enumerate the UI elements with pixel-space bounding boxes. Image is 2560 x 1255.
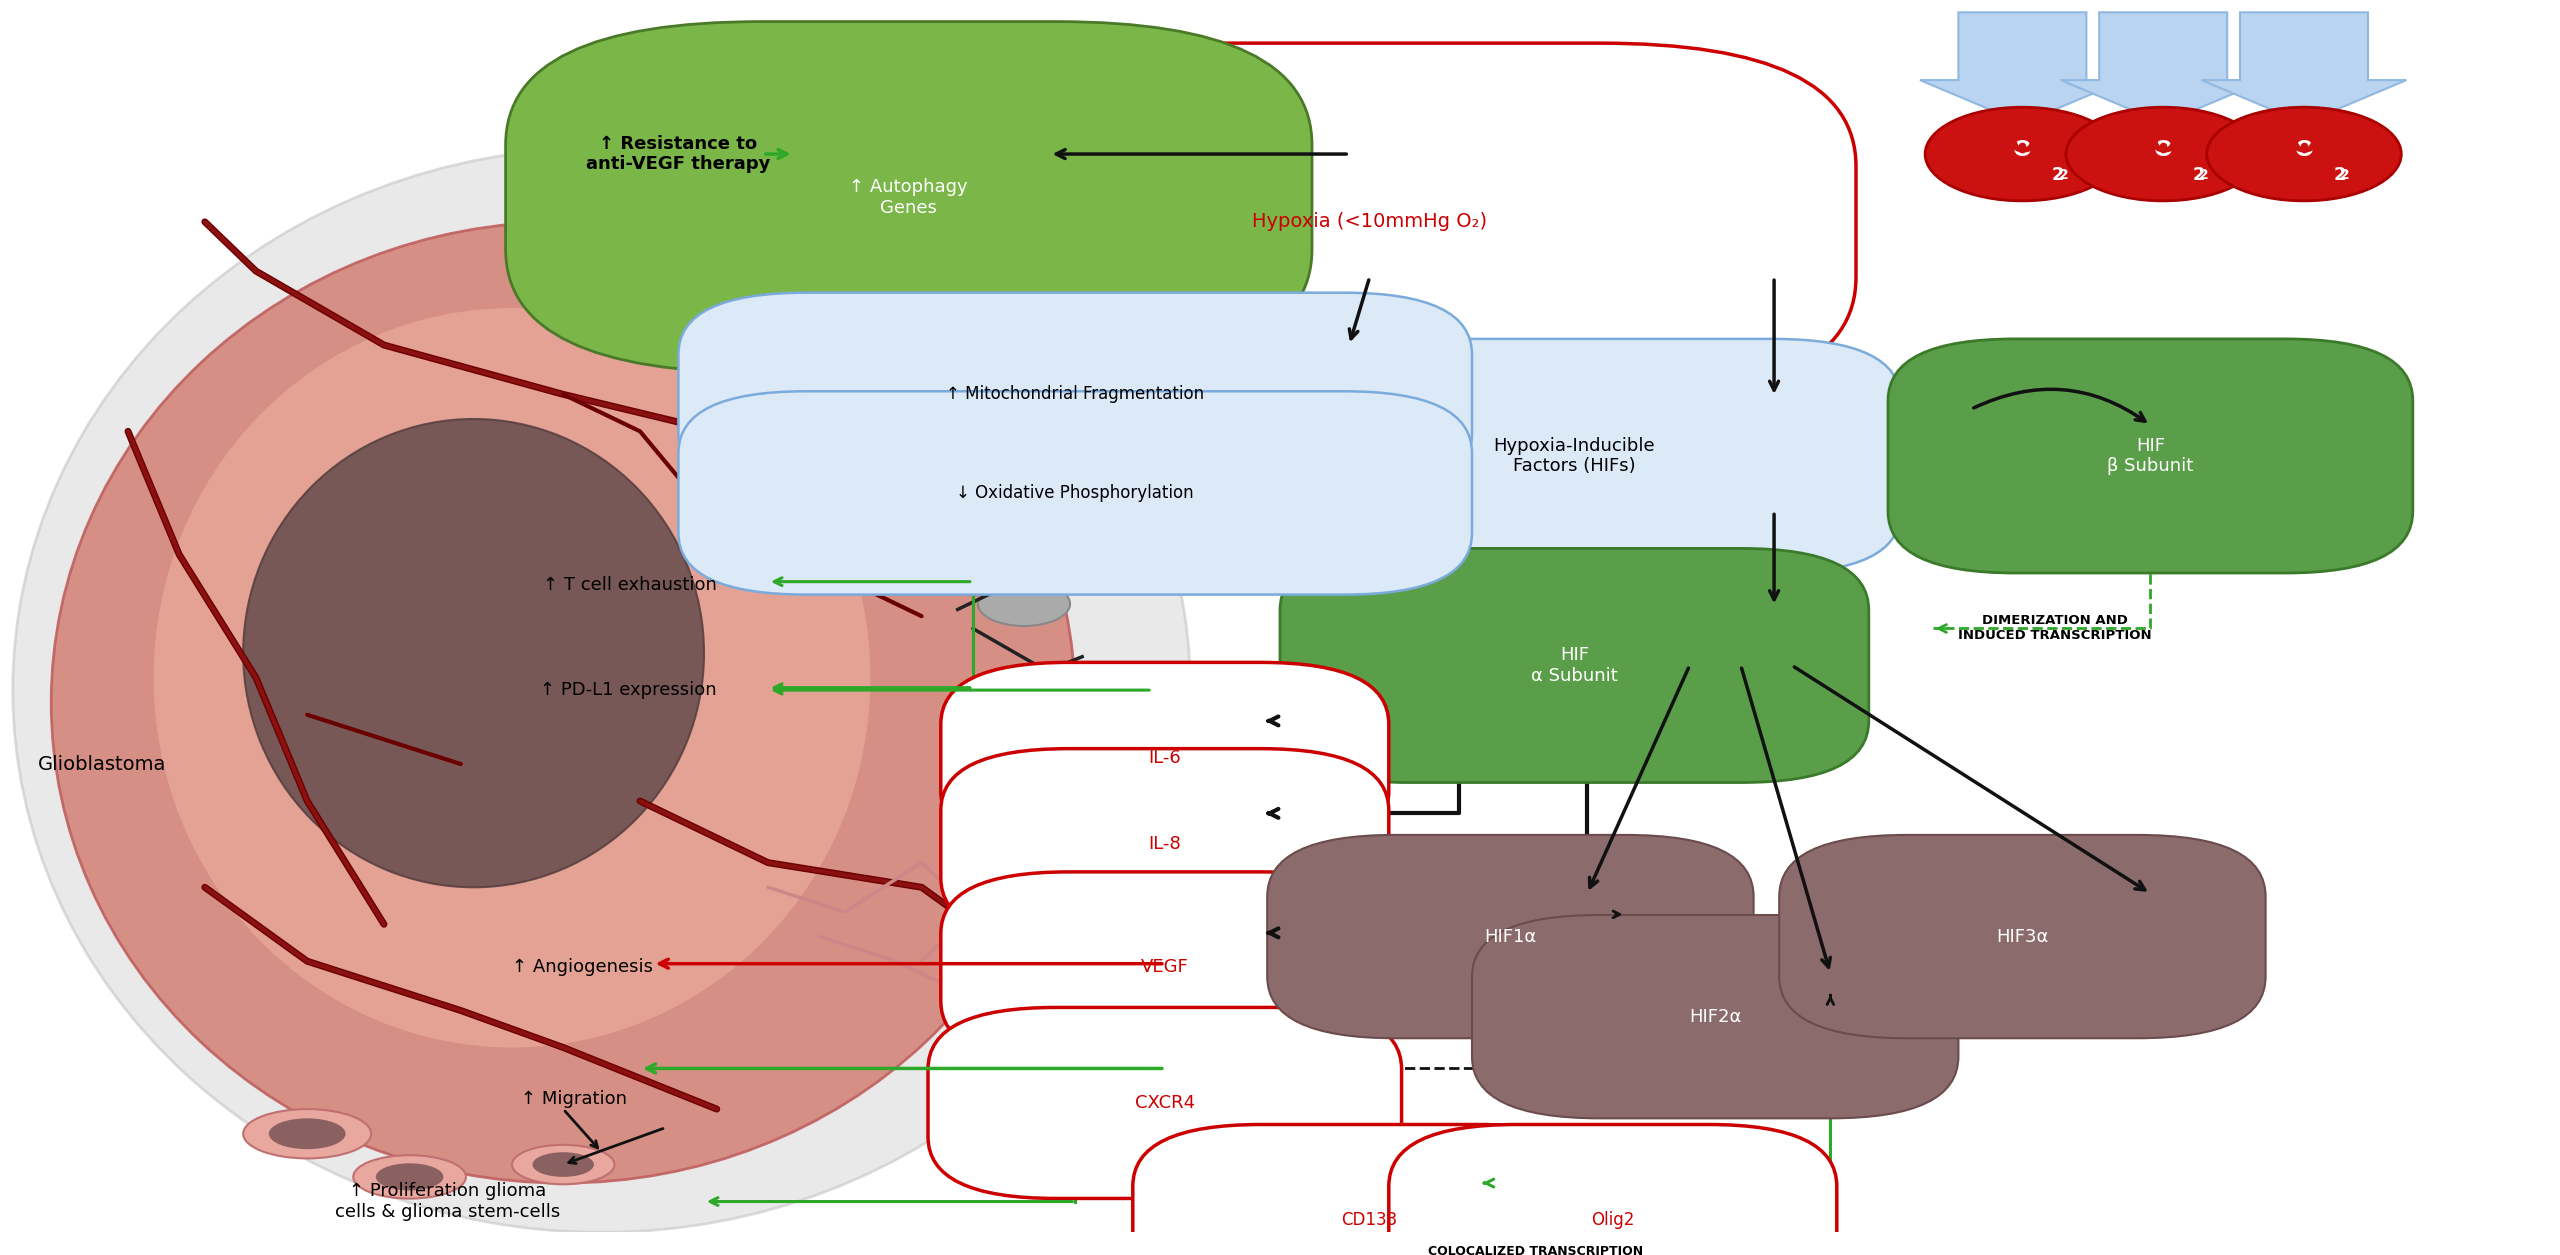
Polygon shape — [2202, 13, 2406, 123]
Text: HIF
α Subunit: HIF α Subunit — [1531, 646, 1618, 685]
Text: ↑ Proliferation glioma
cells & glioma stem-cells: ↑ Proliferation glioma cells & glioma st… — [335, 1182, 561, 1221]
Ellipse shape — [376, 1163, 443, 1191]
Text: O: O — [2294, 141, 2314, 161]
Circle shape — [978, 581, 1070, 626]
Text: Olig2: Olig2 — [1592, 1211, 1633, 1229]
Circle shape — [1925, 107, 2120, 201]
FancyBboxPatch shape — [1280, 548, 1869, 783]
Text: ↑ Resistance to
anti-VEGF therapy: ↑ Resistance to anti-VEGF therapy — [586, 134, 771, 173]
FancyBboxPatch shape — [507, 21, 1313, 373]
FancyBboxPatch shape — [1887, 339, 2412, 574]
Text: Hypoxia-Inducible
Factors (HIFs): Hypoxia-Inducible Factors (HIFs) — [1492, 437, 1656, 476]
Ellipse shape — [353, 1155, 466, 1199]
Text: DIMERIZATION AND
INDUCED TRANSCRIPTION: DIMERIZATION AND INDUCED TRANSCRIPTION — [1958, 615, 2153, 643]
Ellipse shape — [532, 1152, 594, 1177]
FancyBboxPatch shape — [678, 392, 1472, 595]
FancyBboxPatch shape — [1267, 835, 1754, 1038]
Text: ↑ Mitochondrial Fragmentation: ↑ Mitochondrial Fragmentation — [947, 385, 1203, 403]
Circle shape — [2207, 107, 2401, 201]
FancyBboxPatch shape — [1779, 835, 2266, 1038]
Text: O: O — [2289, 123, 2319, 161]
Text: O: O — [2153, 141, 2173, 161]
Ellipse shape — [13, 148, 1190, 1232]
Ellipse shape — [243, 1109, 371, 1158]
Text: HIF3α: HIF3α — [1997, 927, 2048, 945]
Text: 2: 2 — [2335, 166, 2345, 184]
Text: 2: 2 — [2199, 168, 2209, 182]
Ellipse shape — [243, 419, 704, 887]
FancyBboxPatch shape — [942, 663, 1388, 853]
FancyBboxPatch shape — [883, 43, 1856, 400]
Ellipse shape — [51, 222, 1075, 1183]
Ellipse shape — [269, 1118, 346, 1150]
Polygon shape — [2061, 13, 2266, 123]
Text: 2: 2 — [2340, 168, 2350, 182]
Text: HIF1α: HIF1α — [1485, 927, 1536, 945]
Text: VEGF: VEGF — [1142, 959, 1188, 976]
Text: ↑ T cell exhaustion: ↑ T cell exhaustion — [543, 576, 717, 595]
Text: O: O — [2148, 123, 2179, 161]
FancyBboxPatch shape — [1249, 339, 1900, 574]
Text: O: O — [2007, 123, 2038, 161]
Text: 2: 2 — [2194, 166, 2204, 184]
Text: O: O — [2012, 141, 2033, 161]
Text: CD133: CD133 — [1341, 1211, 1398, 1229]
FancyBboxPatch shape — [942, 872, 1388, 1063]
Text: ↑ PD-L1 expression: ↑ PD-L1 expression — [540, 681, 717, 699]
Text: ↑ Autophagy
Genes: ↑ Autophagy Genes — [850, 178, 968, 217]
Text: CXCR4: CXCR4 — [1134, 1094, 1196, 1112]
Text: ↑ Angiogenesis: ↑ Angiogenesis — [512, 959, 653, 976]
Text: ↑ Migration: ↑ Migration — [522, 1091, 627, 1108]
Text: ↓ Oxidative Phosphorylation: ↓ Oxidative Phosphorylation — [957, 484, 1193, 502]
Text: Hypoxia (<10mmHg O₂): Hypoxia (<10mmHg O₂) — [1252, 212, 1487, 231]
FancyBboxPatch shape — [942, 749, 1388, 940]
Text: HIF
β Subunit: HIF β Subunit — [2107, 437, 2194, 476]
FancyBboxPatch shape — [929, 1008, 1403, 1199]
Text: COLOCALIZED TRANSCRIPTION: COLOCALIZED TRANSCRIPTION — [1428, 1245, 1644, 1255]
Text: IL-6: IL-6 — [1149, 749, 1180, 767]
Text: IL-8: IL-8 — [1149, 835, 1180, 853]
Circle shape — [952, 496, 1044, 540]
FancyBboxPatch shape — [1388, 1124, 1838, 1255]
Polygon shape — [1920, 13, 2125, 123]
Text: HIF2α: HIF2α — [1690, 1008, 1741, 1025]
Ellipse shape — [512, 1145, 614, 1185]
FancyBboxPatch shape — [1134, 1124, 1608, 1255]
Text: Glioblastoma: Glioblastoma — [38, 754, 166, 773]
Ellipse shape — [154, 307, 870, 1048]
FancyBboxPatch shape — [678, 292, 1472, 496]
Text: 2: 2 — [2053, 166, 2063, 184]
Circle shape — [2066, 107, 2260, 201]
FancyBboxPatch shape — [1472, 915, 1958, 1118]
Text: 2: 2 — [2058, 168, 2068, 182]
